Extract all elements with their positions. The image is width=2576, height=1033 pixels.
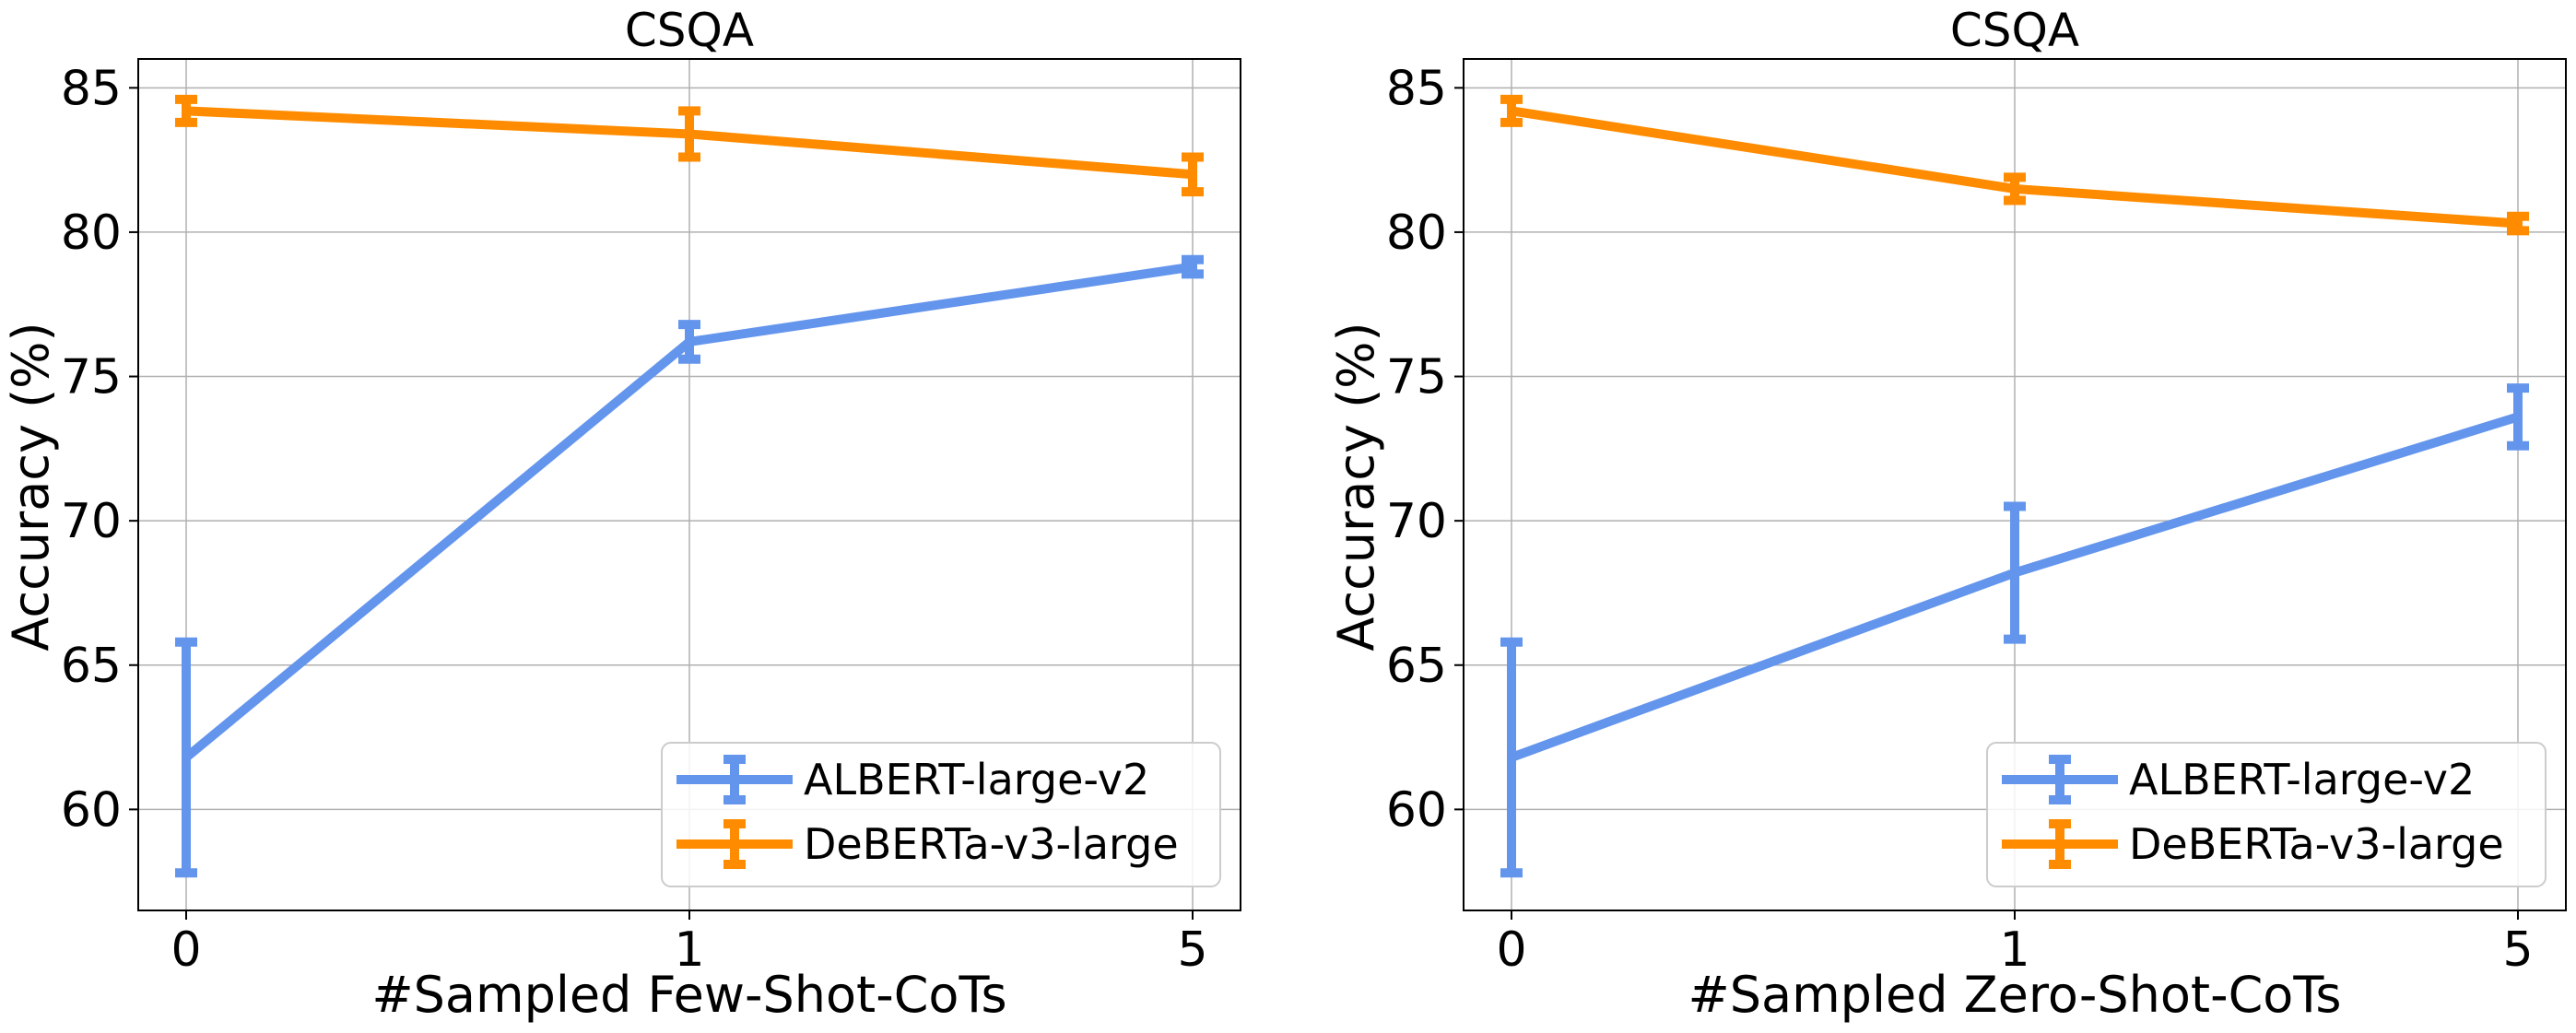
y-tick-label: 85	[1386, 61, 1447, 116]
plot-area: 60 65 70 75 80 85 0 1 5	[1386, 58, 2567, 978]
legend-box	[1986, 742, 2547, 887]
plot-frame	[1463, 58, 2567, 911]
chart-title: CSQA	[1950, 4, 2079, 57]
y-tick-label: 70	[61, 494, 122, 549]
data-point-albert	[2014, 571, 2016, 574]
y-tick-label: 80	[61, 205, 122, 261]
chart-panel-few-shot: CSQA Accuracy (%) #Sampled Few-Shot-CoTs…	[2, 4, 1241, 1024]
legend-label-deberta: DeBERTa-v3-large	[804, 819, 1179, 869]
data-point-deberta	[1511, 110, 1512, 112]
y-tick-label: 65	[1386, 639, 1447, 694]
data-point-albert	[185, 756, 187, 758]
y-axis-label: Accuracy (%)	[2, 322, 60, 651]
data-point-deberta	[1192, 173, 1194, 176]
data-point-albert	[1192, 265, 1194, 268]
legend: ALBERT-large-v2 DeBERTa-v3-large	[661, 742, 1221, 887]
data-point-deberta	[688, 133, 690, 135]
y-tick-label: 85	[61, 61, 122, 116]
legend-marker-albert	[676, 755, 793, 804]
y-tick-label: 60	[1386, 782, 1447, 838]
y-tick-label: 60	[61, 782, 122, 838]
y-tick-label: 80	[1386, 205, 1447, 261]
x-tick-label: 5	[1177, 922, 1207, 978]
data-point-albert	[688, 340, 690, 343]
legend-label-albert: ALBERT-large-v2	[804, 755, 1149, 804]
plot-frame	[137, 58, 1241, 911]
legend-marker-deberta	[2002, 819, 2118, 869]
data-point-albert	[1511, 756, 1512, 758]
y-axis-label: Accuracy (%)	[1327, 322, 1385, 651]
y-tick-label: 75	[61, 350, 122, 405]
data-point-albert	[2517, 416, 2519, 418]
data-point-deberta	[2014, 187, 2016, 190]
data-point-deberta	[185, 110, 187, 112]
y-tick-label: 65	[61, 639, 122, 694]
x-axis-label: #Sampled Zero-Shot-CoTs	[1688, 966, 2341, 1024]
y-tick-label: 75	[1386, 350, 1447, 405]
chart-title: CSQA	[625, 4, 754, 57]
chart-panel-zero-shot: CSQA Accuracy (%) #Sampled Zero-Shot-CoT…	[1327, 4, 2567, 1024]
legend-marker-deberta	[676, 819, 793, 869]
x-tick-label: 1	[674, 922, 704, 978]
legend-label-deberta: DeBERTa-v3-large	[2129, 819, 2504, 869]
x-tick-label: 1	[1999, 922, 2029, 978]
x-tick-label: 0	[1496, 922, 1526, 978]
legend-marker-albert	[2002, 755, 2118, 804]
y-tick-label: 70	[1386, 494, 1447, 549]
legend-box	[661, 742, 1221, 887]
x-tick-label: 5	[2502, 922, 2533, 978]
x-axis-label: #Sampled Few-Shot-CoTs	[371, 966, 1006, 1024]
legend: ALBERT-large-v2 DeBERTa-v3-large	[1986, 742, 2547, 887]
data-point-deberta	[2517, 222, 2519, 225]
legend-label-albert: ALBERT-large-v2	[2129, 755, 2475, 804]
x-tick-label: 0	[171, 922, 201, 978]
